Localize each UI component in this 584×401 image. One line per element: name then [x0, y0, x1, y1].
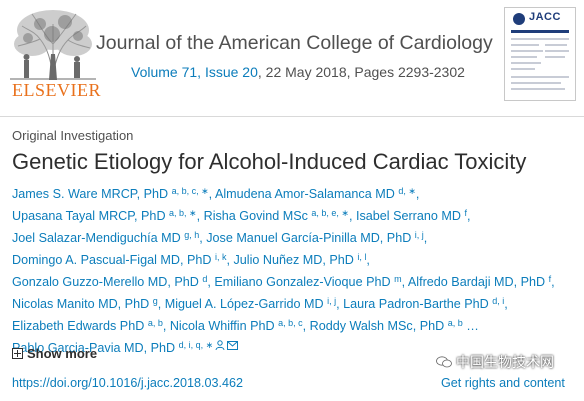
author-name: Upasana Tayal MRCP, PhD — [12, 209, 166, 223]
cover-title: JACC — [529, 11, 561, 23]
author-link[interactable]: Elizabeth Edwards PhD a, b — [12, 318, 163, 334]
author-affiliation-marks[interactable]: a, b, ∗ — [169, 208, 197, 218]
author-name: Miguel A. López-Garrido MD — [164, 297, 324, 311]
journal-cover-thumbnail[interactable]: JACC — [504, 7, 576, 101]
author-ellipsis: … — [466, 319, 479, 333]
author-name: Gonzalo Guzzo-Merello MD, PhD — [12, 275, 199, 289]
author-name: Jose Manuel García-Pinilla MD, PhD — [206, 231, 412, 245]
cover-text-line — [511, 44, 539, 46]
get-rights-link[interactable]: Get rights and content — [441, 376, 565, 390]
author-link[interactable]: Almudena Amor-Salamanca MD d, ∗ — [214, 186, 416, 202]
author-name: Nicola Whiffin PhD — [169, 319, 275, 333]
wechat-icon — [436, 356, 452, 368]
journal-header: ELSEVIER Journal of the American College… — [0, 0, 584, 117]
author-affiliation-marks[interactable]: a, b — [147, 318, 163, 328]
author-affiliation-marks[interactable]: d, ∗ — [398, 186, 416, 196]
author-affiliation-marks[interactable]: a, b, c, ∗ — [171, 186, 209, 196]
author-affiliation-marks[interactable]: d, i, q, ∗ — [178, 340, 214, 350]
author-name: Joel Salazar-Mendiguchía MD — [12, 231, 181, 245]
author-affiliation-marks[interactable]: f — [548, 274, 552, 284]
author-link[interactable]: Miguel A. López-Garrido MD i, j — [164, 296, 337, 312]
author-link[interactable]: Risha Govind MSc a, b, e, ∗ — [203, 208, 349, 224]
author-affiliation-marks[interactable]: i, j — [327, 296, 337, 306]
author-list: James S. Ware MRCP, PhD a, b, c, ∗, Almu… — [12, 186, 555, 356]
author-name: Almudena Amor-Salamanca MD — [214, 187, 395, 201]
watermark-text: 中国生物技术网 — [456, 354, 554, 370]
author-link[interactable]: Gonzalo Guzzo-Merello MD, PhD d — [12, 274, 208, 290]
author-link[interactable]: Emiliano Gonzalez-Vioque PhD m — [214, 274, 402, 290]
author-link[interactable]: Roddy Walsh MSc, PhD a, b — [309, 318, 463, 334]
author-link[interactable]: James S. Ware MRCP, PhD a, b, c, ∗ — [12, 186, 209, 202]
author-link[interactable]: Laura Padron-Barthe PhD d, i — [343, 296, 505, 312]
author-affiliation-marks[interactable]: i, k — [214, 252, 227, 262]
author-name: Pablo Garcia-Pavia MD, PhD — [12, 341, 176, 355]
cover-text-line — [511, 82, 561, 84]
cover-text-line — [511, 68, 535, 70]
show-more-button[interactable]: Show more — [12, 346, 97, 361]
cover-text-line — [545, 38, 569, 40]
author-affiliation-marks[interactable]: a, b, e, ∗ — [311, 208, 349, 218]
show-more-label: Show more — [27, 346, 98, 361]
cover-text-line — [511, 76, 569, 78]
elsevier-tree-logo[interactable] — [10, 4, 96, 100]
article-title: Genetic Etiology for Alcohol-Induced Car… — [12, 149, 527, 174]
cover-rule — [511, 30, 569, 33]
cover-text-line — [511, 62, 541, 64]
author-name: James S. Ware MRCP, PhD — [12, 187, 169, 201]
cover-text-line — [511, 38, 545, 40]
author-name: Laura Padron-Barthe PhD — [343, 297, 489, 311]
author-link[interactable]: Nicolas Manito MD, PhD g — [12, 296, 158, 312]
cover-text-line — [511, 50, 543, 52]
cover-text-line — [511, 88, 565, 90]
author-name: Emiliano Gonzalez-Vioque PhD — [214, 275, 391, 289]
author-name: Roddy Walsh MSc, PhD — [309, 319, 445, 333]
author-link[interactable]: Domingo A. Pascual-Figal MD, PhD i, k — [12, 252, 227, 268]
author-link[interactable]: Isabel Serrano MD f — [355, 208, 467, 224]
author-affiliation-marks[interactable]: a, b — [447, 318, 463, 328]
author-affiliation-marks[interactable]: g — [152, 296, 158, 306]
author-name: Julio Nuñez MD, PhD — [233, 253, 354, 267]
author-affiliation-marks[interactable]: i, l — [357, 252, 367, 262]
author-name: Risha Govind MSc — [203, 209, 308, 223]
author-affiliation-marks[interactable]: f — [464, 208, 467, 218]
author-name: Domingo A. Pascual-Figal MD, PhD — [12, 253, 212, 267]
author-contact-icons[interactable] — [213, 340, 239, 355]
author-link[interactable]: Julio Nuñez MD, PhD i, l — [233, 252, 367, 268]
author-link[interactable]: Jose Manuel García-Pinilla MD, PhD i, j — [206, 230, 424, 246]
author-link[interactable]: Nicola Whiffin PhD a, b, c — [169, 318, 303, 334]
person-icon — [215, 340, 225, 351]
author-affiliation-marks[interactable]: d — [202, 274, 208, 284]
author-link[interactable]: Joel Salazar-Mendiguchía MD g, h — [12, 230, 200, 246]
journal-volume-info: Volume 71, Issue 20, 22 May 2018, Pages … — [131, 64, 465, 80]
author-affiliation-marks[interactable]: a, b, c — [278, 318, 303, 328]
cover-emblem-icon — [513, 13, 525, 25]
author-link[interactable]: Pablo Garcia-Pavia MD, PhD d, i, q, ∗ — [12, 340, 239, 355]
author-affiliation-marks[interactable]: i, j — [414, 230, 424, 240]
email-icon — [227, 341, 239, 350]
author-name: Alfredo Bardaji MD, PhD — [407, 275, 546, 289]
article-type-label: Original Investigation — [12, 128, 134, 143]
author-affiliation-marks[interactable]: g, h — [184, 230, 200, 240]
author-name: Nicolas Manito MD, PhD — [12, 297, 150, 311]
volume-issue-link[interactable]: Volume 71, Issue 20 — [131, 64, 258, 80]
cover-text-line — [545, 44, 567, 46]
elsevier-wordmark: ELSEVIER — [12, 80, 101, 100]
plus-box-icon — [12, 348, 23, 359]
cover-text-line — [511, 56, 537, 58]
issue-date-pages: , 22 May 2018, Pages 2293-2302 — [257, 64, 465, 80]
site-watermark: 中国生物技术网 — [436, 352, 554, 372]
journal-title[interactable]: Journal of the American College of Cardi… — [96, 32, 493, 54]
cover-text-line — [545, 50, 569, 52]
author-name: Elizabeth Edwards PhD — [12, 319, 145, 333]
author-link[interactable]: Alfredo Bardaji MD, PhD f — [407, 274, 552, 290]
author-link[interactable]: Upasana Tayal MRCP, PhD a, b, ∗ — [12, 208, 197, 224]
author-affiliation-marks[interactable]: m — [394, 274, 402, 284]
author-affiliation-marks[interactable]: d, i — [492, 296, 505, 306]
author-name: Isabel Serrano MD — [355, 209, 461, 223]
cover-text-line — [545, 56, 565, 58]
doi-link[interactable]: https://doi.org/10.1016/j.jacc.2018.03.4… — [12, 376, 244, 390]
